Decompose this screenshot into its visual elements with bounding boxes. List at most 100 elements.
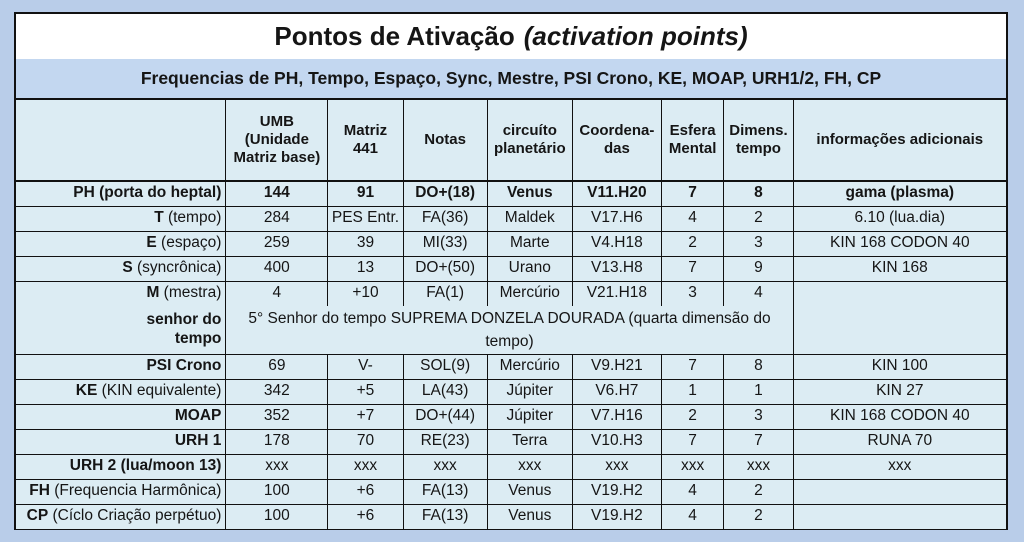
cell: 7: [660, 353, 725, 380]
cell: FA(13): [402, 478, 488, 505]
cell: V10.H3: [571, 428, 662, 455]
cell: [792, 478, 1006, 505]
table-row-senhor-do-tempo: senhor do tempo 5° Senhor do tempo SUPRE…: [16, 306, 1006, 355]
cell: 342: [225, 378, 329, 405]
cell: +6: [327, 503, 404, 529]
cell: +6: [327, 478, 404, 505]
cell: RE(23): [402, 428, 488, 455]
cell: FA(13): [402, 503, 488, 529]
cell: [792, 306, 1006, 355]
cell: 4: [723, 280, 794, 306]
header-notas: Notas: [402, 100, 488, 182]
cell: V9.H21: [571, 353, 662, 380]
cell: Terra: [486, 428, 573, 455]
cell: 1: [723, 378, 794, 405]
cell: 1: [660, 378, 725, 405]
row-label: S (syncrônica): [16, 255, 227, 282]
cell: Venus: [486, 503, 573, 529]
cell: Mercúrio: [486, 280, 573, 306]
title-subtitle-italic: (activation points): [523, 21, 748, 51]
cell: 178: [225, 428, 329, 455]
cell: DO+(50): [402, 255, 488, 282]
cell: 70: [327, 428, 404, 455]
cell: 4: [660, 503, 725, 529]
table-row-moap: MOAP 352 +7 DO+(44) Júpiter V7.H16 2 3 K…: [16, 403, 1006, 430]
cell: V4.H18: [571, 230, 662, 257]
row-label: KE (KIN equivalente): [16, 378, 227, 405]
cell: KIN 168: [792, 255, 1006, 282]
cell: 259: [225, 230, 329, 257]
cell: DO+(44): [402, 403, 488, 430]
cell: KIN 100: [792, 353, 1006, 380]
cell: 8: [723, 353, 794, 380]
activation-points-table: Pontos de Ativação (activation points) Fr…: [14, 12, 1008, 530]
cell: 69: [225, 353, 329, 380]
cell: 100: [225, 478, 329, 505]
cell: Venus: [486, 478, 573, 505]
cell: 3: [660, 280, 725, 306]
table-row-s: S (syncrônica) 400 13 DO+(50) Urano V13.…: [16, 255, 1006, 282]
cell: xxx: [486, 453, 573, 480]
cell: 7: [660, 428, 725, 455]
row-label: MOAP: [16, 403, 227, 430]
frequencies-subtitle: Frequencias de PH, Tempo, Espaço, Sync, …: [16, 59, 1006, 100]
cell: V19.H2: [571, 478, 662, 505]
row-label: senhor do tempo: [16, 306, 227, 355]
cell: 13: [327, 255, 404, 282]
table-row-cp: CP (Cíclo Criação perpétuo) 100 +6 FA(13…: [16, 503, 1006, 529]
cell: MI(33): [402, 230, 488, 257]
cell: 352: [225, 403, 329, 430]
cell: 3: [723, 403, 794, 430]
cell: 4: [660, 205, 725, 232]
cell: Marte: [486, 230, 573, 257]
cell: 91: [327, 180, 404, 207]
cell: RUNA 70: [792, 428, 1006, 455]
cell: V19.H2: [571, 503, 662, 529]
table-row-t: T (tempo) 284 PES Entr. FA(36) Maldek V1…: [16, 205, 1006, 232]
cell: 7: [660, 255, 725, 282]
row-label: PH (porta do heptal): [16, 180, 227, 207]
cell: 2: [723, 503, 794, 529]
row-label: T (tempo): [16, 205, 227, 232]
header-matriz-441: Matriz 441: [327, 100, 404, 182]
header-coordenadas: Coordena-das: [571, 100, 662, 182]
cell: xxx: [327, 453, 404, 480]
row-label: URH 2 (lua/moon 13): [16, 453, 227, 480]
cell: xxx: [792, 453, 1006, 480]
cell: xxx: [571, 453, 662, 480]
row-label: FH (Frequencia Harmônica): [16, 478, 227, 505]
cell: 4: [225, 280, 329, 306]
cell: +5: [327, 378, 404, 405]
cell: 2: [660, 403, 725, 430]
table-row-fh: FH (Frequencia Harmônica) 100 +6 FA(13) …: [16, 478, 1006, 505]
cell: V-: [327, 353, 404, 380]
header-umb: UMB (Unidade Matriz base): [225, 100, 329, 182]
header-esfera-mental: Esfera Mental: [660, 100, 725, 182]
cell: KIN 27: [792, 378, 1006, 405]
table-row-ke: KE (KIN equivalente) 342 +5 LA(43) Júpit…: [16, 378, 1006, 405]
cell: Urano: [486, 255, 573, 282]
cell: FA(36): [402, 205, 488, 232]
cell: Júpiter: [486, 378, 573, 405]
frequencies-table: UMB (Unidade Matriz base) Matriz 441 Not…: [16, 100, 1006, 529]
cell: xxx: [402, 453, 488, 480]
row-label: URH 1: [16, 428, 227, 455]
header-row-labels: [16, 100, 227, 182]
table-row-psi-crono: PSI Crono 69 V- SOL(9) Mercúrio V9.H21 7…: [16, 353, 1006, 380]
cell: 6.10 (lua.dia): [792, 205, 1006, 232]
header-informacoes-adicionais: informações adicionais: [792, 100, 1006, 182]
cell: +7: [327, 403, 404, 430]
cell: Mercúrio: [486, 353, 573, 380]
table-row-e: E (espaço) 259 39 MI(33) Marte V4.H18 2 …: [16, 230, 1006, 257]
cell: 7: [660, 180, 725, 207]
cell: xxx: [225, 453, 329, 480]
row-label: E (espaço): [16, 230, 227, 257]
table-row-urh2: URH 2 (lua/moon 13) xxx xxx xxx xxx xxx …: [16, 453, 1006, 480]
cell: 39: [327, 230, 404, 257]
cell: 400: [225, 255, 329, 282]
header-dimens-tempo: Dimens. tempo: [723, 100, 794, 182]
cell: xxx: [723, 453, 794, 480]
cell: V11.H20: [571, 180, 662, 207]
cell: V17.H6: [571, 205, 662, 232]
cell: gama (plasma): [792, 180, 1006, 207]
